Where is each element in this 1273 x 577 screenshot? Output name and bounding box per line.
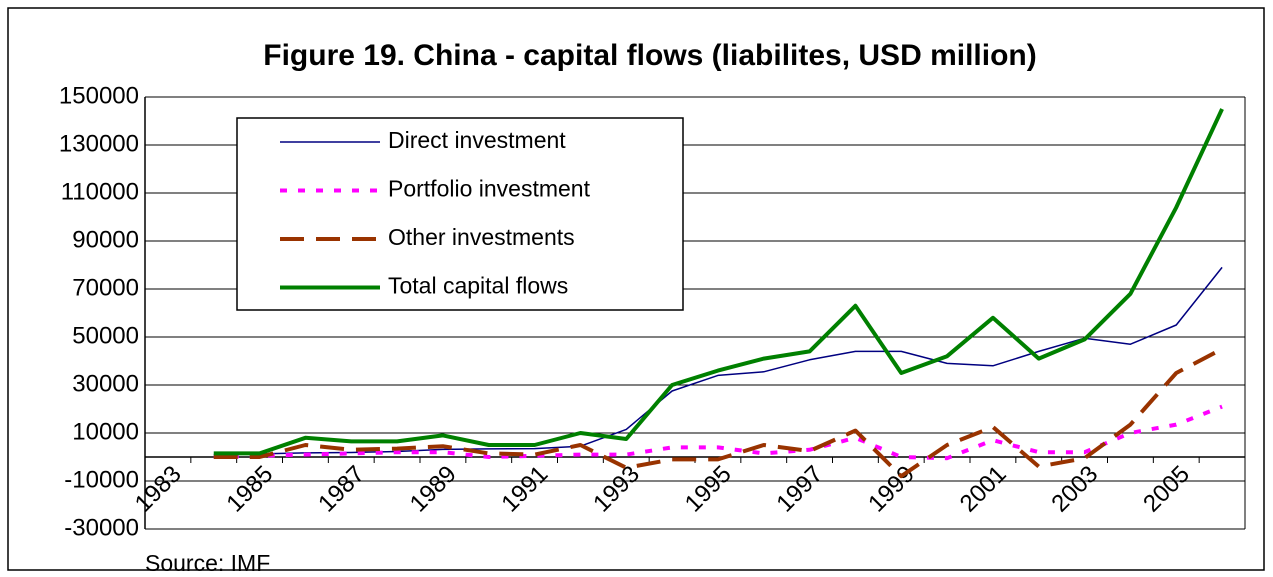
series-line <box>213 108 1224 456</box>
legend-box <box>236 117 684 311</box>
legend-label: Portfolio investment <box>388 176 591 202</box>
series-line <box>213 347 1224 479</box>
legend-label: Direct investment <box>388 127 566 153</box>
legend-label: Other investments <box>388 224 575 250</box>
chart-title: Figure 19. China - capital flows (liabil… <box>263 39 1036 72</box>
source-note: Source: IMF <box>145 550 270 576</box>
legend-label: Total capital flows <box>388 273 568 299</box>
y-tick-label: 30000 <box>72 370 139 397</box>
y-tick-label: 150000 <box>59 82 139 109</box>
y-tick-label: 110000 <box>61 178 139 205</box>
y-tick-label: 70000 <box>72 274 139 301</box>
y-tick-label: 90000 <box>72 226 139 253</box>
y-tick-label: 10000 <box>72 418 139 445</box>
y-tick-label: -10000 <box>64 466 139 493</box>
y-tick-label: 130000 <box>59 130 139 157</box>
y-tick-label: -30000 <box>64 514 139 541</box>
series-line <box>213 404 1223 461</box>
y-tick-label: 50000 <box>72 322 139 349</box>
